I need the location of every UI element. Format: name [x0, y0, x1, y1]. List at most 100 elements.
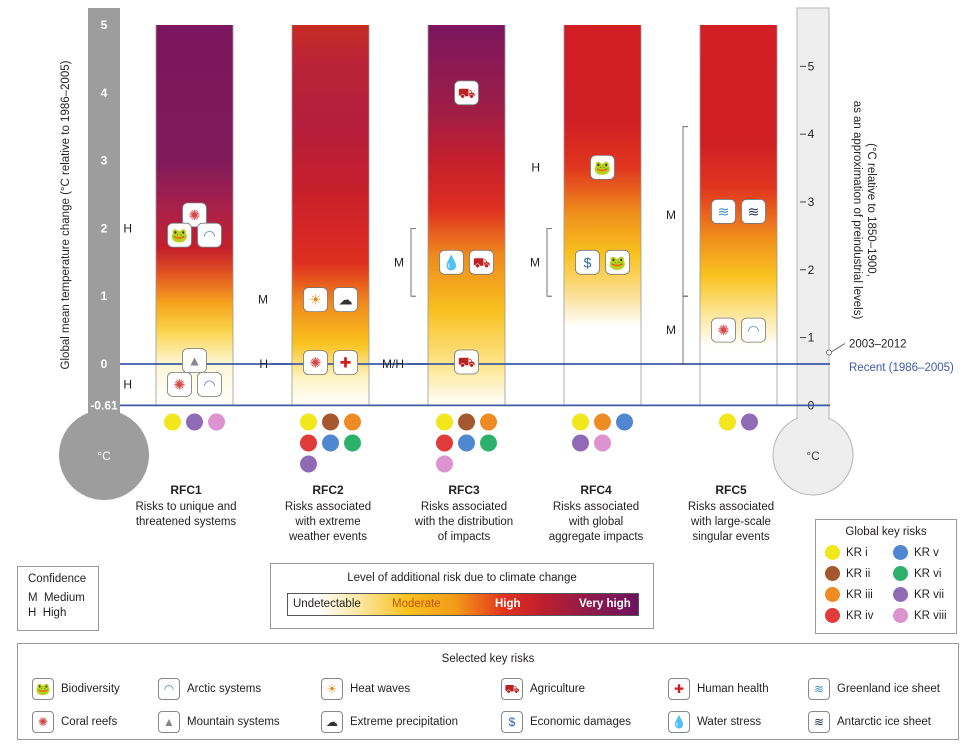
global-key-risk-item: KR vi — [893, 565, 955, 582]
left-tick-label: 2 — [101, 221, 108, 235]
arctic-systems-icon: ◠ — [158, 678, 180, 700]
global-key-risk-label: KR vi — [914, 567, 942, 580]
risk-icon-frame — [469, 249, 494, 275]
selected-key-risk-label: Heat waves — [350, 683, 411, 695]
right-tick-label: 4 — [808, 127, 815, 141]
marker-2003-2012-label: 2003–2012 — [849, 338, 907, 350]
rfc-description: Risks to unique and — [135, 501, 236, 513]
right-thermometer-unit: °C — [806, 449, 820, 463]
key-risk-dot-icon — [893, 545, 908, 560]
left-axis-ticks: 5 4 3 2 1 0 -0.61 — [90, 18, 118, 412]
arctic-systems-icon: ◠ — [197, 371, 222, 397]
risk-icon-glyph: ☀ — [309, 292, 322, 308]
rfc-description: aggregate impacts — [549, 531, 644, 543]
y-axis-label-right-line1: (°C relative to 1850–1900, — [865, 143, 877, 277]
mountain-systems-icon: ▲ — [158, 711, 180, 733]
rfc-description: Risks associated — [421, 501, 507, 513]
y-axis-label-right-line2: as an approximation of preindustrial lev… — [851, 101, 863, 320]
rfc-description: with large-scale — [690, 516, 771, 528]
rfc-description: Risks associated — [285, 501, 371, 513]
rfc-description: Risks associated — [553, 501, 639, 513]
selected-key-risks-title: Selected key risks — [441, 653, 535, 665]
greenland-ice-sheet-icon: ≋ — [808, 678, 830, 700]
risk-icon-frame — [454, 349, 479, 375]
agriculture-icon: ⛟ — [501, 678, 523, 700]
antarctic-ice-sheet-icon: ≋ — [741, 199, 766, 224]
left-thermometer-unit: °C — [97, 449, 111, 463]
global-key-risk-item: KR iii — [825, 586, 887, 603]
right-tick-label: 5 — [808, 59, 815, 73]
heat-waves-icon: ☀ — [303, 287, 328, 312]
greenland-ice-sheet-icon: ≋ — [711, 199, 736, 224]
rfc-description: of impacts — [438, 531, 491, 543]
extreme-precipitation-icon: ☁ — [321, 711, 343, 733]
left-tick-label: 3 — [101, 154, 108, 168]
selected-key-risk-label: Coral reefs — [61, 716, 118, 728]
selected-key-risk-item: 🐸 Biodiversity — [32, 678, 120, 700]
risk-icon-frame — [197, 222, 222, 248]
left-tick-label: 4 — [101, 86, 108, 100]
risk-icon-frame — [711, 317, 736, 343]
key-risk-dot — [719, 413, 736, 431]
confidence-mark: M — [666, 323, 676, 337]
key-risk-dot-icon — [893, 587, 908, 602]
selected-key-risk-item: ✚ Human health — [668, 678, 769, 700]
marker-2003-2012 — [826, 349, 832, 356]
selected-key-risk-label: Antarctic ice sheet — [837, 716, 931, 728]
agriculture-icon: ⛟ — [454, 349, 479, 375]
left-thermometer: °C — [59, 8, 149, 500]
confidence-bracket — [546, 228, 552, 297]
key-risk-dot — [186, 413, 203, 431]
key-risk-dot — [616, 413, 633, 431]
confidence-bracket — [682, 295, 688, 365]
global-key-risks-title: Global key risks — [845, 526, 927, 538]
rfc-description: with the distribution — [414, 516, 513, 528]
selected-key-risk-item: ✺ Coral reefs — [32, 711, 117, 733]
left-tick-label: 5 — [101, 18, 108, 32]
risk-icon-frame — [590, 154, 615, 180]
key-risk-dot — [344, 413, 361, 431]
reference-line-label: Recent (1986–2005) — [849, 362, 954, 374]
rfc-column-4 — [564, 25, 641, 406]
global-key-risks-legend: Global key risks KR i KR v KR ii KR vi KR ii… — [815, 519, 957, 634]
risk-level-legend: Level of additional risk due to climate … — [270, 563, 654, 629]
risk-icon-glyph: ≋ — [748, 203, 760, 219]
selected-key-risks-legend: Selected key risks 🐸 Biodiversity ✺ Coral r… — [17, 643, 959, 740]
key-risk-dot — [436, 455, 453, 473]
left-tick-label: 1 — [101, 289, 108, 303]
confidence-mark: M/H — [382, 357, 404, 371]
key-risk-dot — [436, 434, 453, 452]
mountain-systems-icon: ▲ — [182, 348, 207, 374]
right-tick-label: 1 — [808, 331, 815, 345]
key-risk-dot — [300, 434, 317, 452]
left-tick-label: -0.61 — [90, 398, 118, 412]
rfc-description: with extreme — [294, 516, 360, 528]
key-risk-dot — [208, 413, 225, 431]
global-key-risk-item: KR viii — [893, 607, 955, 624]
risk-icon-glyph: ✺ — [718, 322, 730, 338]
rfc-description: Risks associated — [688, 501, 774, 513]
key-risk-dots — [164, 413, 758, 473]
key-risk-dot — [480, 413, 497, 431]
risk-icon-glyph: 🐸 — [594, 159, 611, 175]
level-very-high: Very high — [579, 598, 631, 610]
y-axis-label-left: Global mean temperature change (°C relat… — [60, 60, 72, 369]
confidence-bracket — [410, 228, 416, 297]
confidence-mark: M — [258, 293, 268, 307]
key-risk-dot — [458, 413, 475, 431]
selected-key-risk-label: Biodiversity — [61, 683, 120, 695]
key-risk-dot-icon — [893, 566, 908, 581]
risk-icon-glyph: ◠ — [747, 322, 759, 338]
confidence-legend-title: Confidence — [28, 573, 87, 585]
rfc-description: threatened systems — [136, 516, 237, 528]
risk-icon-frame — [182, 348, 207, 374]
extreme-precipitation-icon: ☁ — [333, 287, 358, 312]
antarctic-ice-sheet-icon: ≋ — [808, 711, 830, 733]
confidence-bracket — [682, 126, 688, 297]
level-moderate: Moderate — [392, 598, 441, 610]
biodiversity-icon: 🐸 — [32, 678, 54, 700]
selected-key-risk-label: Arctic systems — [187, 683, 262, 695]
left-tick-label: 0 — [101, 357, 108, 371]
risk-icon-glyph: ✺ — [189, 207, 201, 223]
rfc-name: RFC5 — [715, 483, 747, 497]
